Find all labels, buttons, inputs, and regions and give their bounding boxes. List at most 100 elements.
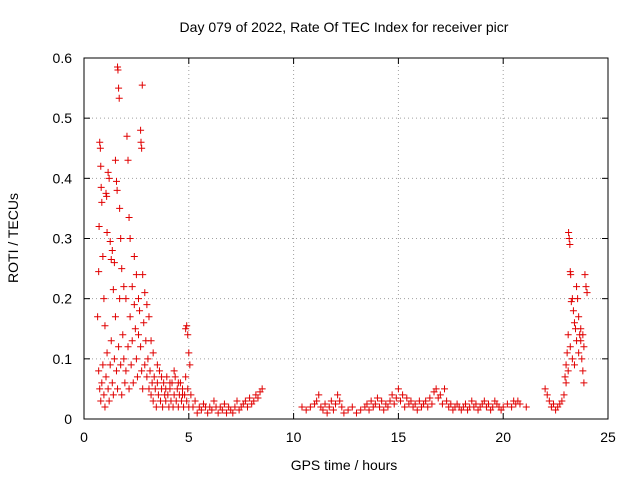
data-point	[246, 394, 254, 402]
data-point	[139, 385, 147, 393]
data-point	[558, 397, 566, 405]
data-point	[130, 253, 138, 261]
data-point	[117, 361, 125, 369]
data-point	[184, 331, 192, 339]
x-tick-label: 5	[185, 429, 193, 445]
data-point	[428, 400, 436, 408]
data-point	[111, 313, 119, 321]
data-point	[140, 319, 148, 327]
data-point	[352, 409, 360, 417]
data-points	[94, 63, 591, 417]
data-point	[573, 283, 581, 291]
x-tick-label: 15	[391, 429, 407, 445]
data-point	[422, 397, 430, 405]
data-point	[432, 385, 440, 393]
data-point	[125, 213, 133, 221]
data-point	[134, 295, 142, 303]
data-point	[132, 355, 140, 363]
data-point	[396, 397, 404, 405]
data-point	[489, 403, 497, 411]
data-point	[123, 132, 131, 140]
data-point	[413, 406, 421, 414]
data-point	[443, 397, 451, 405]
data-point	[115, 343, 123, 351]
data-point	[108, 247, 116, 255]
data-point	[570, 319, 578, 327]
data-point	[338, 403, 346, 411]
data-point	[541, 385, 549, 393]
data-point	[508, 403, 516, 411]
data-point	[122, 295, 130, 303]
data-point	[562, 361, 570, 369]
data-point	[411, 400, 419, 408]
data-point	[575, 349, 583, 357]
data-point	[182, 325, 190, 333]
data-point	[336, 397, 344, 405]
data-point	[208, 406, 216, 414]
data-point	[142, 337, 150, 345]
data-point	[101, 403, 109, 411]
data-point	[138, 144, 146, 152]
data-point	[153, 379, 161, 387]
data-point	[472, 400, 480, 408]
data-point	[143, 301, 151, 309]
data-point	[447, 400, 455, 408]
data-point	[115, 94, 123, 102]
data-point	[386, 397, 394, 405]
data-point	[380, 406, 388, 414]
data-point	[114, 66, 122, 74]
data-point	[138, 81, 146, 89]
data-point	[184, 385, 192, 393]
data-point	[485, 400, 493, 408]
data-point	[144, 355, 152, 363]
data-point	[254, 394, 262, 402]
data-point	[321, 400, 329, 408]
x-tick-label: 20	[495, 429, 511, 445]
data-point	[182, 373, 190, 381]
data-point	[578, 355, 586, 363]
data-point	[567, 298, 575, 306]
data-point	[126, 313, 134, 321]
data-point	[110, 355, 118, 363]
data-point	[106, 238, 114, 246]
data-point	[543, 391, 551, 399]
data-point	[137, 138, 145, 146]
data-point	[329, 406, 337, 414]
data-point	[220, 400, 228, 408]
data-point	[569, 307, 577, 315]
data-point	[137, 343, 145, 351]
data-point	[152, 403, 160, 411]
data-point	[113, 186, 121, 194]
data-point	[114, 385, 122, 393]
data-point	[231, 403, 239, 411]
y-tick-label: 0.2	[53, 291, 73, 307]
data-point	[105, 397, 113, 405]
data-point	[306, 403, 314, 411]
data-point	[392, 394, 400, 402]
data-point	[468, 397, 476, 405]
data-point	[116, 295, 124, 303]
x-tick-label: 10	[286, 429, 302, 445]
data-point	[250, 397, 258, 405]
data-point	[151, 385, 159, 393]
data-point	[583, 289, 591, 297]
data-point	[124, 343, 132, 351]
data-point	[568, 355, 576, 363]
data-point	[164, 391, 172, 399]
data-point	[563, 349, 571, 357]
data-point	[560, 391, 568, 399]
data-point	[145, 385, 153, 393]
y-tick-label: 0.1	[53, 351, 73, 367]
data-point	[575, 313, 583, 321]
data-point	[170, 367, 178, 375]
data-point	[122, 367, 130, 375]
data-point	[112, 177, 120, 185]
y-axis-label: ROTI / TECUs	[5, 193, 21, 283]
data-point	[564, 367, 572, 375]
data-point	[394, 385, 402, 393]
data-point	[103, 228, 111, 236]
data-point	[155, 367, 163, 375]
chart-title: Day 079 of 2022, Rate Of TEC Index for r…	[180, 19, 509, 35]
data-point	[141, 361, 149, 369]
data-point	[108, 379, 116, 387]
